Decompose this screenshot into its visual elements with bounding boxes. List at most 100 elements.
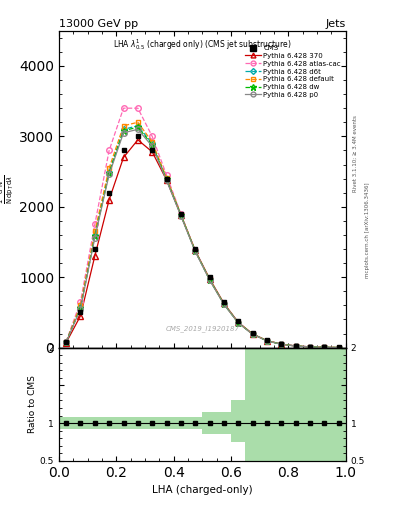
Pythia 6.428 atlas-cac [308, 344, 312, 350]
CMS [178, 211, 183, 217]
Pythia 6.428 p0 [308, 344, 312, 350]
Pythia 6.428 atlas-cac [78, 299, 83, 305]
Pythia 6.428 default [78, 302, 83, 308]
Pythia 6.428 p0 [107, 172, 112, 178]
Pythia 6.428 370 [178, 212, 183, 218]
Pythia 6.428 default [293, 343, 298, 349]
CMS [164, 176, 169, 182]
Text: Rivet 3.1.10; ≥ 3.4M events: Rivet 3.1.10; ≥ 3.4M events [353, 115, 358, 192]
Pythia 6.428 dw [193, 248, 198, 254]
Pythia 6.428 p0 [279, 341, 284, 347]
Pythia 6.428 d6t [236, 319, 241, 326]
Pythia 6.428 dw [107, 170, 112, 176]
Pythia 6.428 370 [193, 247, 198, 253]
Pythia 6.428 p0 [193, 248, 198, 254]
Pythia 6.428 default [193, 248, 198, 254]
Pythia 6.428 p0 [264, 338, 269, 344]
Text: mcplots.cern.ch [arXiv:1306.3436]: mcplots.cern.ch [arXiv:1306.3436] [365, 183, 370, 278]
Pythia 6.428 d6t [293, 343, 298, 349]
Pythia 6.428 d6t [279, 341, 284, 347]
Line: Pythia 6.428 p0: Pythia 6.428 p0 [63, 126, 342, 350]
Pythia 6.428 atlas-cac [322, 344, 327, 350]
CMS [78, 309, 83, 315]
CMS [279, 340, 284, 347]
Pythia 6.428 d6t [150, 140, 154, 146]
Line: Pythia 6.428 atlas-cac: Pythia 6.428 atlas-cac [63, 105, 342, 350]
CMS [236, 318, 241, 324]
Pythia 6.428 d6t [164, 176, 169, 182]
Pythia 6.428 370 [336, 345, 341, 351]
Pythia 6.428 p0 [336, 345, 341, 351]
Pythia 6.428 d6t [107, 168, 112, 175]
Pythia 6.428 atlas-cac [293, 343, 298, 349]
Pythia 6.428 atlas-cac [121, 105, 126, 111]
Pythia 6.428 atlas-cac [264, 337, 269, 344]
Pythia 6.428 atlas-cac [336, 345, 341, 351]
Pythia 6.428 default [164, 175, 169, 181]
Pythia 6.428 atlas-cac [92, 221, 97, 227]
Pythia 6.428 default [264, 337, 269, 344]
Pythia 6.428 dw [293, 343, 298, 349]
CMS [250, 330, 255, 336]
CMS [293, 343, 298, 349]
CMS [336, 345, 341, 351]
Pythia 6.428 dw [236, 320, 241, 326]
CMS [193, 246, 198, 252]
Pythia 6.428 p0 [64, 339, 68, 345]
Pythia 6.428 default [178, 211, 183, 218]
Pythia 6.428 atlas-cac [222, 301, 226, 307]
CMS [64, 339, 68, 345]
Pythia 6.428 d6t [178, 211, 183, 218]
Pythia 6.428 dw [250, 331, 255, 337]
Pythia 6.428 d6t [222, 301, 226, 307]
Pythia 6.428 p0 [150, 143, 154, 150]
Pythia 6.428 d6t [92, 232, 97, 238]
Pythia 6.428 dw [279, 341, 284, 347]
Pythia 6.428 d6t [78, 304, 83, 310]
Pythia 6.428 dw [164, 176, 169, 182]
Pythia 6.428 atlas-cac [250, 331, 255, 337]
Pythia 6.428 atlas-cac [193, 247, 198, 253]
Pythia 6.428 atlas-cac [207, 276, 212, 283]
Pythia 6.428 p0 [236, 320, 241, 326]
Line: Pythia 6.428 370: Pythia 6.428 370 [63, 137, 342, 350]
Pythia 6.428 p0 [207, 277, 212, 283]
CMS [207, 274, 212, 280]
Pythia 6.428 atlas-cac [164, 172, 169, 178]
Pythia 6.428 dw [222, 301, 226, 307]
Line: Pythia 6.428 d6t: Pythia 6.428 d6t [64, 124, 341, 350]
Pythia 6.428 370 [92, 253, 97, 259]
Pythia 6.428 370 [236, 319, 241, 325]
Pythia 6.428 default [279, 341, 284, 347]
Text: 13000 GeV pp: 13000 GeV pp [59, 18, 138, 29]
Pythia 6.428 370 [308, 344, 312, 350]
Pythia 6.428 370 [121, 155, 126, 161]
Pythia 6.428 p0 [78, 306, 83, 312]
Pythia 6.428 dw [264, 338, 269, 344]
Pythia 6.428 p0 [222, 301, 226, 307]
Pythia 6.428 d6t [207, 276, 212, 283]
Pythia 6.428 d6t [336, 345, 341, 351]
Line: CMS: CMS [64, 134, 341, 350]
Pythia 6.428 atlas-cac [236, 319, 241, 326]
Pythia 6.428 p0 [164, 177, 169, 183]
Pythia 6.428 p0 [293, 343, 298, 349]
Pythia 6.428 p0 [322, 344, 327, 350]
Pythia 6.428 atlas-cac [178, 211, 183, 217]
Pythia 6.428 d6t [64, 339, 68, 345]
Pythia 6.428 d6t [322, 344, 327, 350]
Pythia 6.428 default [322, 344, 327, 350]
Pythia 6.428 p0 [250, 331, 255, 337]
Pythia 6.428 default [121, 123, 126, 129]
Y-axis label: Ratio to CMS: Ratio to CMS [28, 375, 37, 433]
Pythia 6.428 dw [322, 344, 327, 350]
Pythia 6.428 default [336, 345, 341, 351]
Pythia 6.428 atlas-cac [64, 338, 68, 345]
Pythia 6.428 370 [222, 300, 226, 306]
Line: Pythia 6.428 dw: Pythia 6.428 dw [62, 124, 342, 351]
Pythia 6.428 370 [279, 341, 284, 347]
Pythia 6.428 d6t [136, 123, 140, 129]
Pythia 6.428 370 [293, 343, 298, 349]
CMS [222, 299, 226, 305]
Line: Pythia 6.428 default: Pythia 6.428 default [64, 120, 341, 350]
